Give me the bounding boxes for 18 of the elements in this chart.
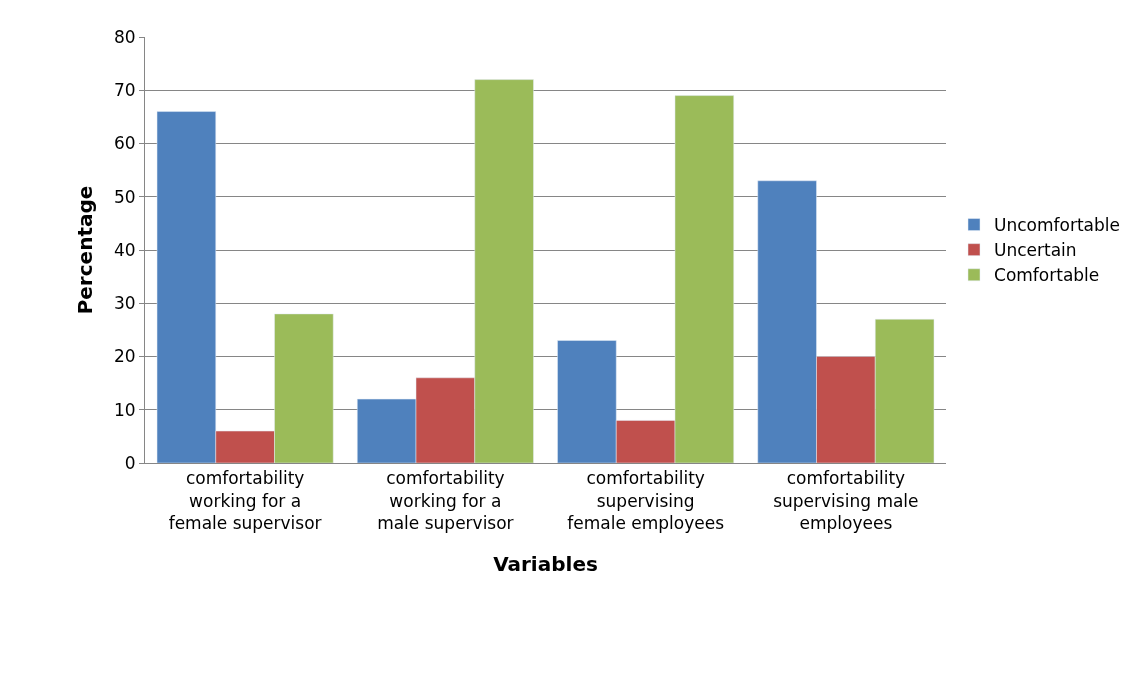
legend-label: Comfortable — [994, 265, 1100, 286]
legend-label: Uncomfortable — [994, 215, 1120, 236]
x-tick-label: comfortability working for a female supervisor — [168, 468, 322, 533]
x-axis-title: Variables — [493, 552, 598, 577]
x-tick-label: comfortability supervising female employees — [567, 468, 725, 533]
y-tick-label: 80 — [113, 26, 136, 47]
y-axis-title: Percentage — [73, 185, 98, 315]
y-tick-label: 70 — [113, 80, 136, 101]
y-tick-label: 30 — [113, 293, 136, 314]
legend-label: Uncertain — [994, 240, 1077, 261]
x-tick-label: comfortability supervising male employees — [773, 468, 919, 533]
y-tick-label: 50 — [113, 186, 136, 207]
y-tick-label: 40 — [113, 239, 136, 260]
y-tick-label: 0 — [124, 452, 136, 473]
y-tick-label: 10 — [113, 399, 136, 420]
y-tick-label: 60 — [113, 133, 136, 154]
x-tick-label: comfortability working for a male supervisor — [377, 468, 514, 533]
y-tick-label: 20 — [113, 346, 136, 367]
